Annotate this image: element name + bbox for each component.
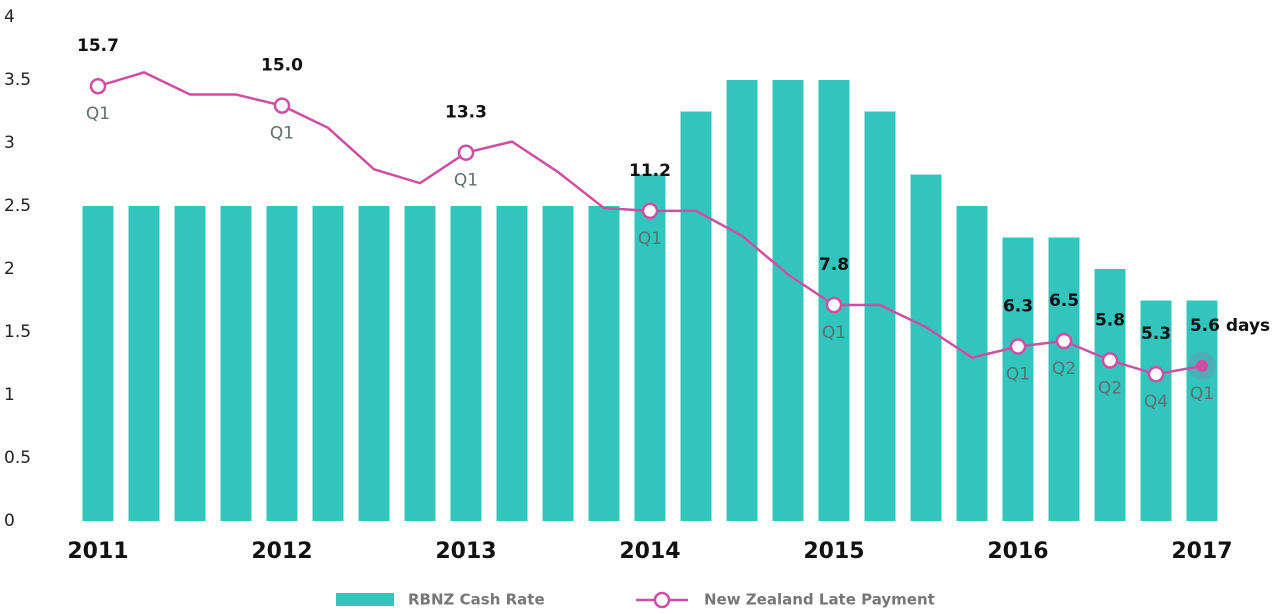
- bar: [634, 174, 666, 521]
- legend-swatch: [653, 591, 671, 609]
- data-label: 5.3: [1141, 324, 1171, 344]
- y-tick-label: 2: [4, 259, 15, 279]
- bar: [128, 206, 160, 521]
- bar: [266, 206, 298, 521]
- y-tick-label: 0.5: [4, 448, 31, 468]
- legend-label: New Zealand Late Payment: [704, 591, 935, 609]
- quarter-label: Q1: [1190, 384, 1214, 404]
- quarter-label: Q1: [86, 104, 110, 124]
- quarter-label: Q1: [270, 124, 294, 144]
- bar: [1186, 300, 1218, 521]
- x-tick-label: 2011: [67, 539, 128, 564]
- bar: [542, 206, 574, 521]
- bar: [772, 80, 804, 521]
- bar: [1048, 237, 1080, 521]
- bar: [1094, 269, 1126, 521]
- marker: [825, 296, 843, 314]
- bar: [1140, 300, 1172, 521]
- y-tick-label: 2.5: [4, 196, 31, 216]
- bar: [220, 206, 252, 521]
- x-tick-label: 2016: [987, 539, 1048, 564]
- quarter-label: Q2: [1052, 359, 1076, 379]
- bar: [450, 206, 482, 521]
- marker: [1055, 332, 1073, 350]
- bar: [910, 174, 942, 521]
- data-label: 13.3: [445, 103, 487, 123]
- y-tick-label: 3: [4, 133, 15, 153]
- x-tick-label: 2015: [803, 539, 864, 564]
- marker: [641, 202, 659, 220]
- data-label: 11.2: [629, 161, 671, 181]
- bar: [496, 206, 528, 521]
- bar: [864, 111, 896, 521]
- legend-swatch: [336, 593, 394, 606]
- marker: [1196, 359, 1208, 372]
- bar: [588, 206, 620, 521]
- data-label: 15.7: [77, 36, 119, 56]
- y-tick-label: 0: [4, 511, 15, 531]
- marker: [1147, 365, 1165, 383]
- quarter-label: Q1: [822, 323, 846, 343]
- y-tick-label: 3.5: [4, 70, 31, 90]
- quarter-label: Q1: [1006, 365, 1030, 385]
- bar: [1002, 237, 1034, 521]
- bar: [358, 206, 390, 521]
- marker: [273, 97, 291, 114]
- data-label: 5.6 days: [1190, 316, 1270, 336]
- bar: [680, 111, 712, 521]
- bar: [312, 206, 344, 521]
- x-tick-label: 2013: [435, 539, 496, 564]
- marker: [1009, 338, 1027, 355]
- bar: [956, 206, 988, 521]
- bar: [174, 206, 206, 521]
- data-label: 15.0: [261, 56, 303, 76]
- data-label: 5.8: [1095, 310, 1125, 330]
- y-tick-label: 1: [4, 385, 15, 405]
- legend-label: RBNZ Cash Rate: [408, 591, 545, 609]
- bar: [726, 80, 758, 521]
- bar: [82, 206, 114, 521]
- x-tick-label: 2017: [1171, 539, 1232, 564]
- quarter-label: Q1: [454, 171, 478, 191]
- y-tick-label: 4: [4, 7, 15, 27]
- quarter-label: Q4: [1144, 392, 1168, 412]
- marker: [89, 77, 107, 95]
- data-label: 6.5: [1049, 291, 1079, 311]
- marker: [457, 144, 475, 161]
- x-tick-label: 2012: [251, 539, 312, 564]
- quarter-label: Q1: [638, 229, 662, 249]
- y-tick-label: 1.5: [4, 322, 31, 342]
- data-label: 7.8: [819, 255, 849, 275]
- x-tick-label: 2014: [619, 539, 680, 564]
- marker: [1101, 352, 1119, 369]
- bar: [404, 206, 436, 521]
- quarter-label: Q2: [1098, 378, 1122, 398]
- data-label: 6.3: [1003, 297, 1033, 317]
